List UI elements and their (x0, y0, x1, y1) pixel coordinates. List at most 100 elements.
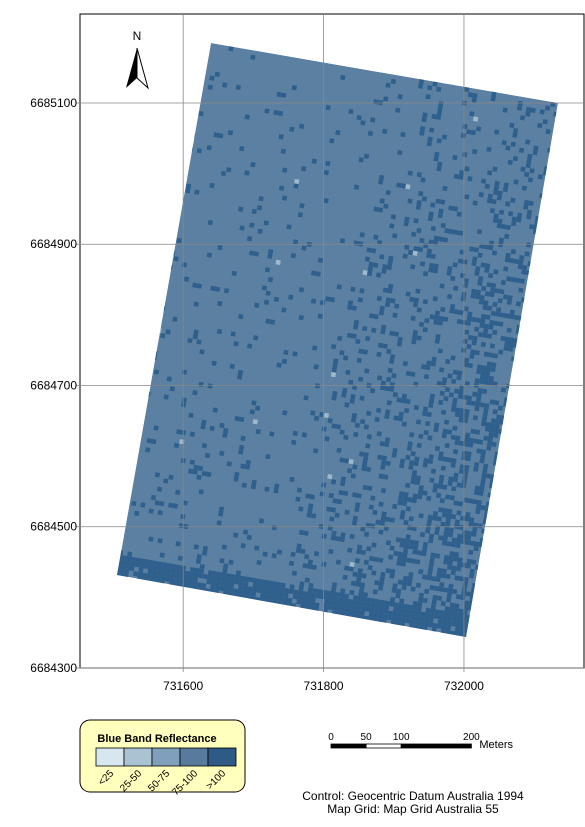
raster-cell (308, 587, 313, 592)
raster-cell (292, 351, 297, 356)
raster-cell (423, 621, 428, 626)
raster-cell (444, 611, 449, 616)
raster-cell (357, 572, 362, 577)
raster-cell (429, 398, 434, 403)
raster-cell (397, 608, 402, 613)
raster-cell (347, 547, 352, 552)
raster-cell (526, 214, 531, 219)
raster-cell (203, 546, 208, 551)
raster-cell (274, 484, 279, 489)
raster-cell (371, 248, 376, 253)
raster-cell (307, 592, 312, 597)
raster-cell (406, 506, 411, 511)
raster-cell (379, 581, 384, 586)
raster-cell (460, 273, 465, 278)
raster-cell (239, 445, 244, 450)
raster-cell (415, 480, 420, 485)
raster-cell (467, 176, 472, 181)
raster-cell (149, 560, 154, 565)
raster-cell (453, 286, 458, 291)
raster-cell (265, 267, 270, 272)
raster-cell (312, 345, 317, 350)
raster-cell (197, 283, 202, 288)
raster-cell (281, 307, 286, 312)
raster-cell (533, 150, 538, 155)
raster-cell (526, 163, 531, 168)
raster-cell (398, 552, 403, 557)
raster-cell (303, 395, 308, 400)
raster-cell (342, 575, 347, 580)
raster-cell (332, 363, 337, 368)
raster-cell (423, 430, 428, 435)
raster-cell (472, 340, 477, 345)
raster-cell (243, 581, 248, 586)
raster-cell (163, 562, 168, 567)
raster-cell (387, 260, 392, 265)
raster-cell (503, 266, 508, 271)
raster-cell (407, 198, 412, 203)
raster-cell (405, 534, 410, 539)
raster-cell (184, 571, 189, 576)
raster-cell (377, 431, 382, 436)
raster-cell (453, 230, 458, 235)
raster-cell (298, 590, 303, 595)
raster-cell (296, 548, 301, 553)
raster-cell (197, 554, 202, 559)
raster-cell (438, 101, 443, 106)
raster-cell (190, 432, 195, 437)
raster-cell (289, 584, 294, 589)
raster-cell (432, 599, 437, 604)
raster-cell (238, 314, 243, 319)
raster-cell (376, 408, 381, 413)
raster-cell (437, 106, 442, 111)
raster-cell (419, 485, 424, 490)
raster-cell (380, 441, 385, 446)
raster-cell (400, 132, 405, 137)
raster-cell (366, 602, 371, 607)
raster-cell (347, 468, 352, 473)
raster-cell (297, 543, 302, 548)
raster-cell (475, 402, 480, 407)
raster-cell (403, 254, 408, 259)
raster-cell (372, 510, 377, 515)
raster-cell (483, 328, 488, 333)
raster-cell (385, 601, 390, 606)
raster-cell (364, 154, 369, 159)
raster-cell (468, 335, 473, 340)
raster-cell (251, 484, 256, 489)
raster-cell (239, 417, 244, 422)
raster-cell (505, 253, 510, 258)
raster-cell (325, 296, 330, 301)
raster-cell (402, 608, 407, 613)
raster-cell (307, 512, 312, 517)
raster-cell (462, 259, 467, 264)
raster-cell (194, 544, 199, 549)
raster-cell (411, 558, 416, 563)
raster-cell (158, 510, 163, 515)
raster-cell (222, 544, 227, 549)
raster-cell (176, 541, 181, 546)
raster-cell (400, 617, 405, 622)
raster-cell (494, 428, 499, 433)
raster-cell (382, 264, 387, 269)
raster-cell (145, 447, 150, 452)
raster-cell (209, 426, 214, 431)
raster-cell (362, 270, 367, 275)
raster-cell (258, 229, 263, 234)
raster-cell (176, 565, 181, 570)
raster-cell (443, 615, 448, 620)
raster-cell (400, 510, 405, 515)
raster-cell (140, 558, 145, 563)
raster-cell (227, 461, 232, 466)
raster-cell (402, 580, 407, 585)
raster-cell (230, 364, 235, 369)
raster-cell (545, 129, 550, 134)
raster-cell (365, 443, 370, 448)
raster-cell (198, 573, 203, 578)
raster-cell (402, 421, 407, 426)
raster-cell (382, 129, 387, 134)
raster-cell (448, 532, 453, 537)
raster-cell (471, 261, 476, 266)
raster-cell (153, 565, 158, 570)
raster-cell (459, 170, 464, 175)
